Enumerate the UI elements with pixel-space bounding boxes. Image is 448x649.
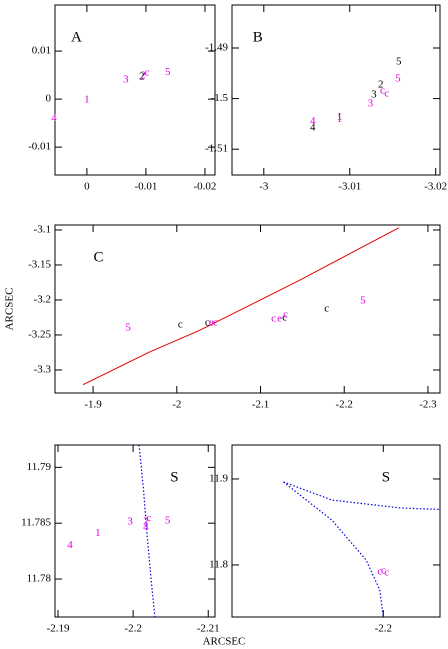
- y-tick-label: 11.785: [21, 517, 51, 529]
- point-marker: 1: [337, 113, 343, 125]
- point-marker: 3: [371, 89, 377, 101]
- curve: [82, 227, 399, 386]
- y-tick-label: -0.01: [28, 141, 51, 153]
- point-marker: c: [384, 566, 389, 578]
- plot-frame: [54, 444, 216, 618]
- point-marker: c: [381, 565, 386, 577]
- curve: [283, 481, 440, 510]
- x-tick-label: -2.2: [375, 623, 392, 635]
- x-tick-label: -0.01: [134, 181, 157, 193]
- x-tick-label: -1.9: [84, 399, 102, 411]
- x-tick-label: -2.2: [124, 623, 141, 635]
- point-marker: 5: [395, 72, 401, 84]
- point-marker: 4: [51, 112, 57, 124]
- point-marker: 2: [143, 516, 149, 528]
- point-marker: c: [213, 317, 218, 329]
- x-tick-label: -2.19: [47, 623, 70, 635]
- point-marker: 5: [165, 66, 171, 78]
- x-axis-label: ARCSEC: [203, 636, 246, 648]
- point-marker: c: [380, 85, 385, 97]
- y-tick-label: -3.1: [34, 224, 51, 236]
- plot-frame: [54, 4, 216, 176]
- panel-label: B: [253, 29, 263, 45]
- point-marker: 4: [143, 521, 149, 533]
- y-tick-label: 0.01: [32, 45, 51, 57]
- point-marker: c: [146, 512, 151, 524]
- x-tick-label: -0.02: [194, 181, 217, 193]
- panel-label: A: [71, 29, 82, 45]
- panel-label: S: [382, 469, 390, 485]
- point-marker: 2: [378, 78, 384, 90]
- point-marker: 1: [95, 527, 101, 539]
- x-tick-label: 0: [84, 181, 90, 193]
- point-marker: c: [271, 312, 276, 324]
- y-tick-label: -3.3: [34, 364, 52, 376]
- point-marker: 1: [84, 94, 90, 106]
- point-marker: 3: [368, 98, 374, 110]
- y-tick-label: 11.78: [27, 573, 52, 585]
- y-tick-label: -1.51: [205, 143, 228, 155]
- y-tick-label: -1.5: [211, 92, 229, 104]
- point-marker: e: [277, 312, 282, 324]
- point-marker: 5: [396, 56, 402, 68]
- x-tick-label: -2: [172, 399, 181, 411]
- point-marker: 4: [310, 115, 316, 127]
- point-marker: c: [384, 88, 389, 100]
- point-marker: 3: [127, 516, 133, 528]
- x-tick-label: -3.02: [424, 181, 447, 193]
- curve: [283, 481, 384, 617]
- panel-label: C: [94, 249, 104, 265]
- y-tick-label: 11.9: [209, 473, 228, 485]
- x-tick-label: -2.21: [197, 623, 220, 635]
- point-marker: 5: [360, 294, 366, 306]
- point-marker: 2: [140, 70, 146, 82]
- y-tick-label: -1.49: [205, 42, 228, 54]
- point-marker: 5: [125, 322, 131, 334]
- plot-frame: [231, 4, 441, 176]
- y-tick-label: -3.2: [34, 294, 51, 306]
- point-marker: c: [377, 565, 382, 577]
- point-marker: e: [209, 317, 214, 329]
- point-marker: c: [178, 318, 183, 330]
- x-tick-label: -2.3: [419, 399, 437, 411]
- y-tick-label: 11.79: [27, 461, 52, 473]
- point-marker: 4: [310, 121, 316, 133]
- x-tick-label: -3: [259, 181, 269, 193]
- y-tick-label: -3.25: [28, 329, 51, 341]
- point-marker: c: [282, 311, 287, 323]
- point-marker: c: [324, 303, 329, 315]
- x-tick-label: -2.1: [252, 399, 269, 411]
- x-tick-label: -2.2: [336, 399, 353, 411]
- plot-frame: [54, 224, 441, 394]
- point-marker: c: [145, 67, 150, 79]
- curve: [138, 445, 156, 617]
- point-marker: 3: [123, 73, 129, 85]
- point-marker: 1: [337, 111, 343, 123]
- point-marker: c: [205, 317, 210, 329]
- y-tick-label: 0: [46, 93, 52, 105]
- point-marker: 5: [165, 514, 171, 526]
- y-tick-label: 11.8: [209, 559, 228, 571]
- point-marker: 4: [67, 539, 73, 551]
- plot-frame: [231, 444, 441, 618]
- panel-label: S: [170, 469, 178, 485]
- point-marker: c: [283, 308, 288, 320]
- point-marker: 2: [139, 71, 145, 83]
- x-tick-label: -3.01: [338, 181, 361, 193]
- y-tick-label: -3.15: [28, 259, 51, 271]
- y-axis-label: ARCSEC: [4, 288, 16, 331]
